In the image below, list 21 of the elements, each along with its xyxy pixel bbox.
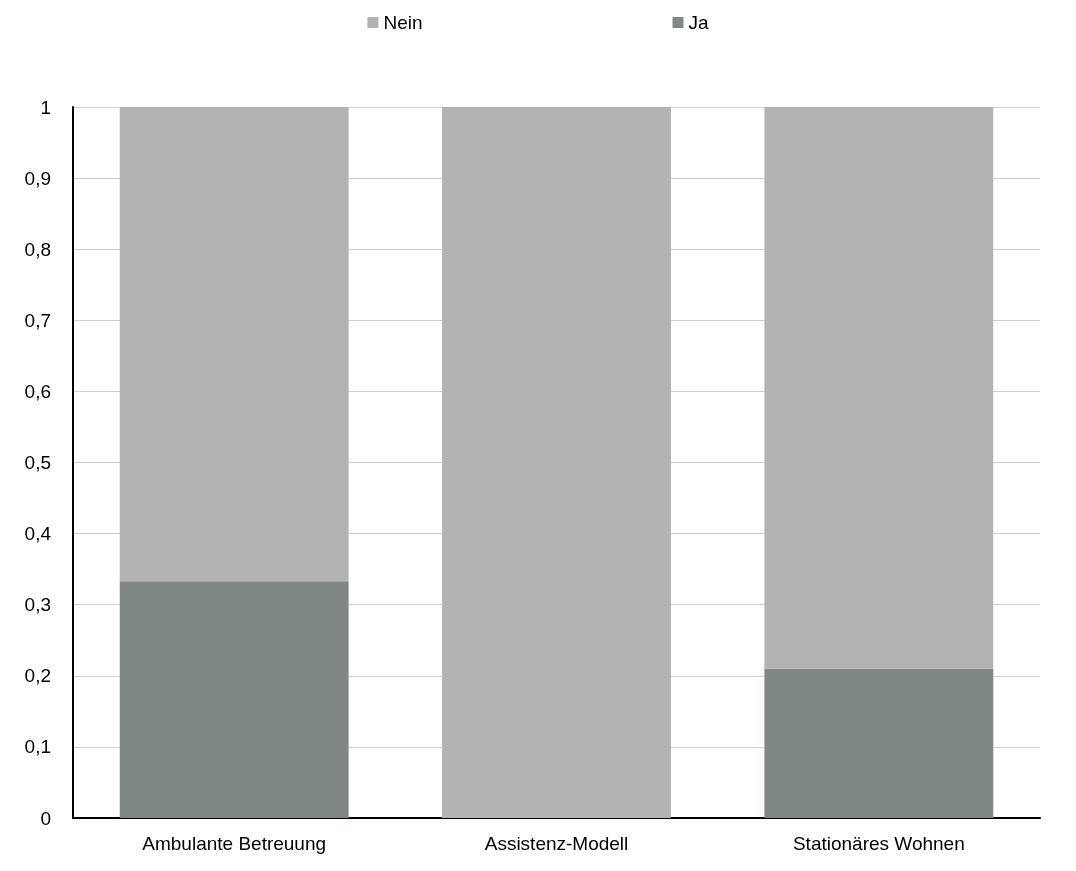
y-tick-label: 0,6 — [24, 380, 51, 402]
legend-label: Ja — [688, 12, 709, 33]
y-tick-label: 0,2 — [24, 665, 51, 687]
y-tick-label: 0,3 — [24, 594, 51, 616]
bar — [442, 107, 671, 818]
y-tick-label: 0,5 — [24, 452, 51, 473]
y-tick-label: 0,7 — [24, 309, 51, 331]
bar — [764, 107, 994, 669]
x-tick-label: Ambulante Betreuung — [142, 833, 327, 854]
legend-label: Nein — [383, 12, 423, 33]
y-tick-label: 0,8 — [24, 238, 51, 260]
y-tick-label: 0,9 — [24, 167, 51, 189]
y-tick-label: 1 — [40, 96, 51, 118]
y-tick-label: 0,1 — [24, 736, 51, 758]
x-tick-label: Stationäres Wohnen — [792, 833, 965, 854]
bar — [119, 581, 349, 818]
y-tick-label: 0,4 — [24, 523, 52, 545]
x-tick-label: Assistenz-Modell — [484, 833, 629, 854]
y-tick-label: 0 — [40, 807, 51, 829]
bar — [119, 107, 349, 582]
bar — [764, 668, 994, 818]
